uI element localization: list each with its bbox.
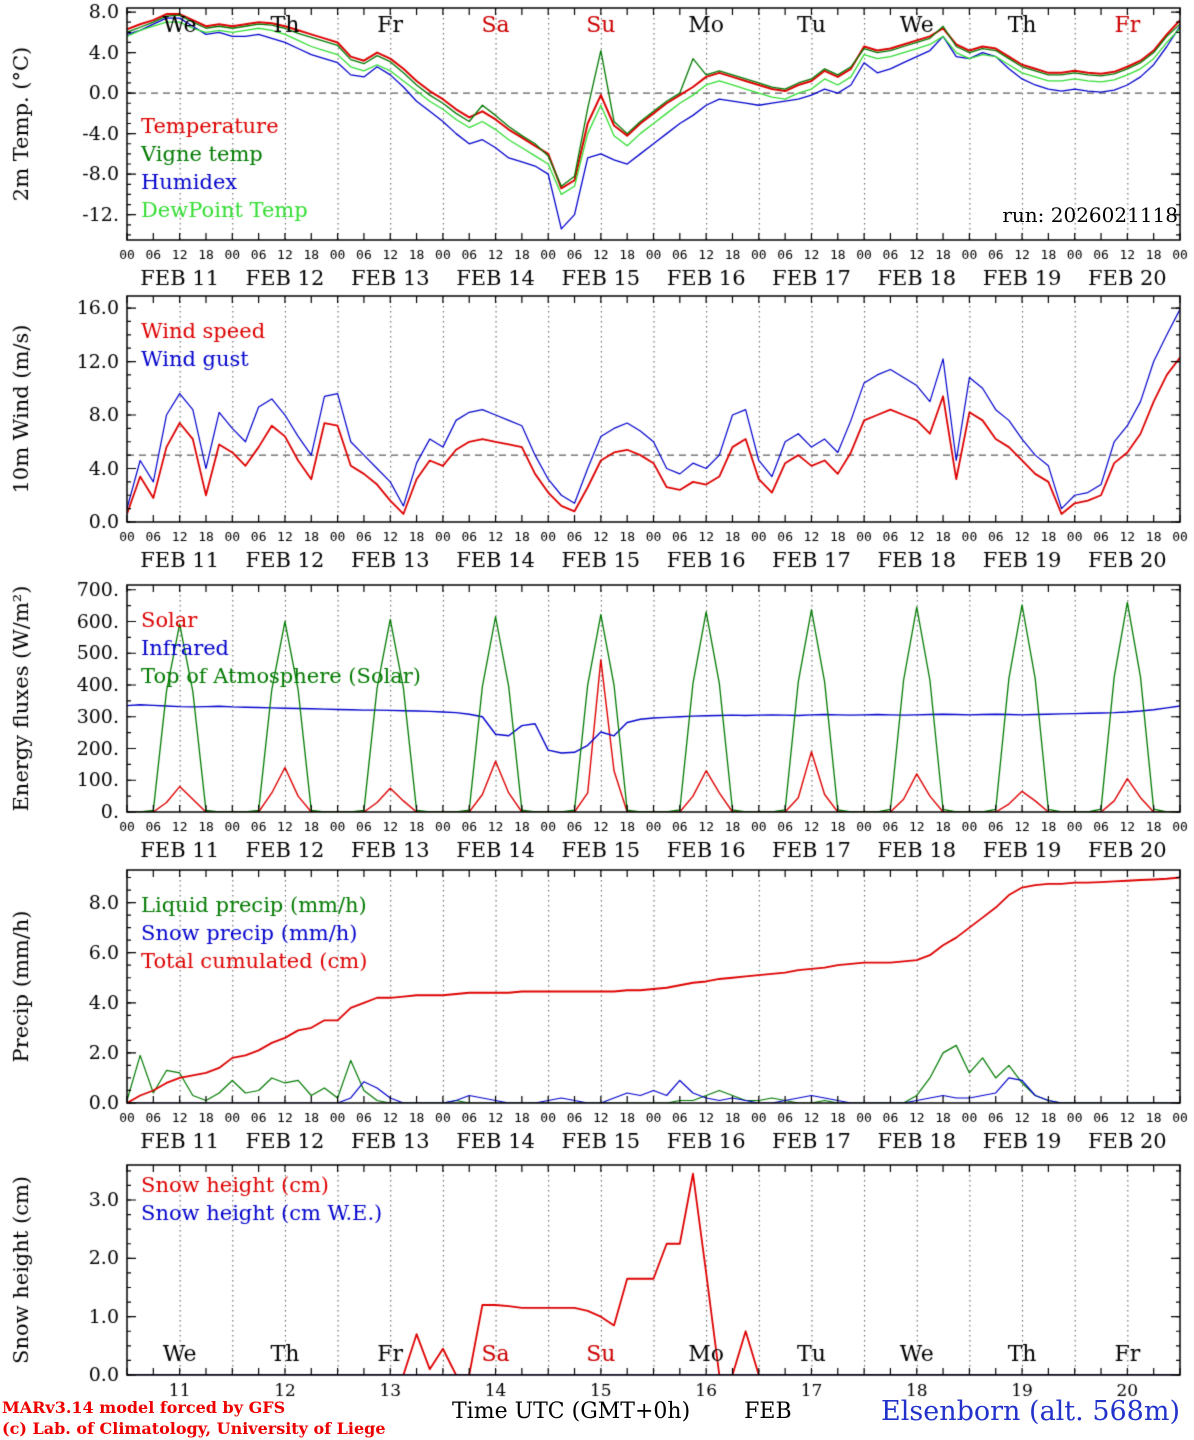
xaxis-title-text: Time UTC (GMT+0h): [452, 1399, 691, 1424]
model-credit-line2: (c) Lab. of Climatology, University of L…: [2, 1419, 386, 1438]
station-label: Elsenborn (alt. 568m): [881, 1396, 1180, 1427]
model-run-label: run: 2026021118: [1002, 203, 1178, 227]
model-credit: MARv3.14 model forced by GFS (c) Lab. of…: [2, 1397, 386, 1439]
month-label: FEB: [744, 1399, 792, 1424]
xaxis-title: Time UTC (GMT+0h) FEB: [452, 1399, 792, 1424]
model-credit-line1: MARv3.14 model forced by GFS: [2, 1398, 286, 1417]
